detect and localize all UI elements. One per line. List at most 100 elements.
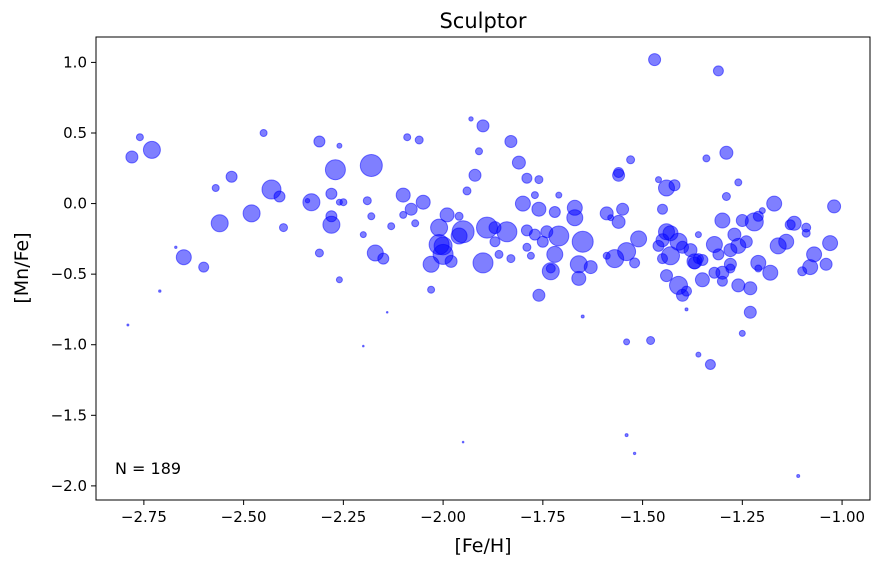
data-point-30 — [359, 154, 383, 177]
data-point-57 — [468, 116, 474, 122]
annotation-count: N = 189 — [115, 459, 181, 478]
data-point-154 — [734, 178, 743, 187]
data-point-70 — [514, 195, 531, 212]
data-point-41 — [411, 219, 420, 228]
data-point-152 — [731, 278, 746, 293]
data-point-134 — [694, 231, 702, 239]
data-point-42 — [414, 135, 424, 145]
data-point-86 — [548, 225, 570, 247]
x-tick-label-3: −2.00 — [420, 508, 466, 526]
data-point-78 — [532, 288, 546, 302]
data-point-179 — [827, 199, 842, 214]
data-point-141 — [712, 65, 724, 77]
data-point-144 — [714, 212, 731, 229]
data-point-60 — [476, 119, 490, 133]
data-point-67 — [504, 135, 518, 148]
data-point-166 — [766, 195, 783, 212]
data-point-36 — [387, 222, 396, 231]
data-point-85 — [548, 206, 561, 218]
data-point-10 — [225, 170, 238, 183]
data-point-59 — [475, 147, 483, 156]
data-point-89 — [566, 209, 584, 227]
data-point-158 — [743, 281, 758, 296]
data-point-49 — [433, 236, 453, 256]
data-point-33 — [362, 196, 372, 206]
data-point-83 — [546, 245, 564, 263]
data-point-176 — [806, 246, 823, 263]
x-tick-label-4: −1.75 — [520, 508, 566, 526]
data-point-133 — [695, 351, 702, 358]
data-point-52 — [454, 211, 464, 221]
data-point-103 — [623, 338, 631, 346]
data-point-92 — [571, 230, 594, 253]
data-point-100 — [611, 214, 626, 229]
y-tick-label-0: −2.0 — [51, 477, 87, 495]
data-point-39 — [399, 210, 408, 219]
data-point-119 — [660, 269, 673, 283]
data-point-68 — [506, 254, 516, 264]
data-point-14 — [273, 190, 286, 203]
data-point-127 — [681, 285, 692, 297]
data-point-4 — [158, 289, 162, 293]
data-point-73 — [521, 172, 533, 184]
data-point-26 — [339, 198, 348, 207]
plot-frame — [95, 36, 871, 501]
y-tick-label-2: −1.0 — [51, 336, 87, 354]
data-point-38 — [403, 133, 412, 142]
y-tick-label-1: −1.5 — [51, 406, 87, 424]
data-point-8 — [211, 184, 220, 192]
data-point-35 — [385, 311, 389, 314]
data-point-94 — [583, 260, 598, 275]
data-point-111 — [648, 53, 662, 67]
data-point-2 — [135, 133, 144, 142]
data-point-74 — [526, 251, 535, 260]
data-point-69 — [511, 155, 526, 170]
data-point-121 — [661, 246, 680, 266]
data-point-122 — [668, 179, 681, 192]
data-point-137 — [702, 154, 711, 163]
y-tick-label-5: 0.5 — [63, 124, 87, 142]
y-tick-label-4: 0.0 — [63, 195, 87, 213]
data-point-29 — [362, 344, 365, 348]
data-point-66 — [496, 221, 518, 243]
data-point-56 — [462, 186, 472, 196]
x-tick-label-1: −2.50 — [221, 508, 267, 526]
data-point-65 — [494, 249, 504, 259]
data-point-40 — [404, 202, 418, 216]
data-point-72 — [522, 242, 532, 252]
data-point-147 — [719, 145, 734, 160]
data-point-110 — [646, 336, 656, 345]
y-axis-ticks: −2.0 −1.5 −1.0 −0.5 0.0 0.5 1.0 — [51, 53, 96, 495]
data-point-106 — [626, 155, 636, 165]
data-point-138 — [704, 359, 716, 370]
data-point-37 — [395, 187, 411, 203]
data-point-32 — [367, 212, 376, 221]
data-point-18 — [313, 135, 326, 148]
data-point-23 — [324, 159, 346, 181]
chart-title: Sculptor — [439, 9, 526, 33]
data-point-161 — [752, 210, 764, 222]
data-point-28 — [359, 231, 367, 239]
data-point-135 — [696, 254, 709, 266]
data-point-34 — [377, 252, 390, 265]
data-point-61 — [472, 252, 494, 274]
data-point-3 — [142, 140, 161, 159]
data-point-87 — [555, 191, 563, 199]
y-tick-label-6: 1.0 — [63, 53, 87, 71]
data-point-64 — [489, 236, 501, 248]
data-point-168 — [778, 233, 795, 250]
data-point-19 — [314, 248, 324, 258]
points-layer — [125, 53, 842, 478]
data-point-136 — [694, 272, 710, 288]
data-point-11 — [242, 204, 261, 223]
x-axis-ticks: −2.75 −2.50 −2.25 −2.00 −1.75 −1.50 −1.25 −1.00 — [121, 500, 865, 526]
y-tick-label-3: −0.5 — [51, 265, 87, 283]
data-point-101 — [612, 168, 626, 182]
data-point-24 — [336, 142, 343, 149]
data-point-174 — [801, 228, 811, 238]
data-point-45 — [427, 285, 436, 294]
data-point-142 — [712, 248, 725, 261]
x-axis-label: [Fe/H] — [454, 535, 511, 557]
data-point-51 — [444, 254, 458, 268]
